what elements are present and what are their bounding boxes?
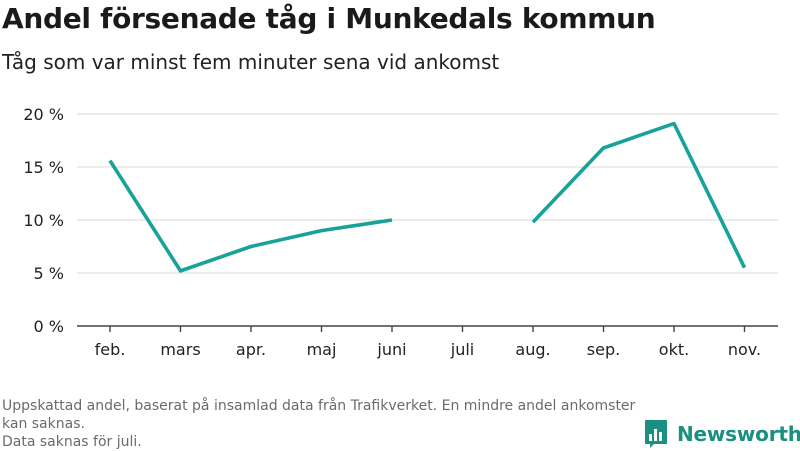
x-tick-label: apr. xyxy=(236,340,266,359)
newsworthy-logo-icon xyxy=(645,420,667,448)
x-tick-label: okt. xyxy=(659,340,689,359)
line-chart: 0 % 5 % 10 % 15 % 20 % feb. mars apr. maj juni ju… xyxy=(23,105,778,359)
newsworthy-logo: Newsworthy xyxy=(644,419,800,449)
y-tick-label: 0 % xyxy=(34,317,64,336)
footnote: Uppskattad andel, baserat på insamlad da… xyxy=(2,397,642,451)
series-line-segment xyxy=(108,159,393,273)
y-tick-label: 5 % xyxy=(34,264,64,283)
x-tick-label: feb. xyxy=(95,340,126,359)
chart-subtitle: Tåg som var minst fem minuter sena vid a… xyxy=(2,50,500,74)
series-line-segment xyxy=(531,121,747,269)
brand-name: Newsworthy xyxy=(677,422,800,446)
x-tick-label: mars xyxy=(160,340,200,359)
x-tick-label: juli xyxy=(450,340,474,359)
x-axis: feb. mars apr. maj juni juli aug. sep. okt. nov. xyxy=(77,325,778,359)
y-axis-labels: 0 % 5 % 10 % 15 % 20 % xyxy=(23,105,64,336)
x-tick-label: nov. xyxy=(728,340,761,359)
chart-title: Andel försenade tåg i Munkedals kommun xyxy=(2,2,656,35)
x-tick-label: maj xyxy=(307,340,337,359)
y-tick-label: 20 % xyxy=(23,105,64,124)
series-lines xyxy=(108,121,747,273)
x-tick-label: aug. xyxy=(515,340,550,359)
x-tick-label: sep. xyxy=(587,340,620,359)
footnote-source: Uppskattad andel, baserat på insamlad da… xyxy=(2,398,636,432)
grid-lines xyxy=(77,113,778,274)
y-tick-label: 15 % xyxy=(23,158,64,177)
footnote-missing-data: Data saknas för juli. xyxy=(2,434,142,450)
x-tick-label: juni xyxy=(376,340,406,359)
y-tick-label: 10 % xyxy=(23,211,64,230)
